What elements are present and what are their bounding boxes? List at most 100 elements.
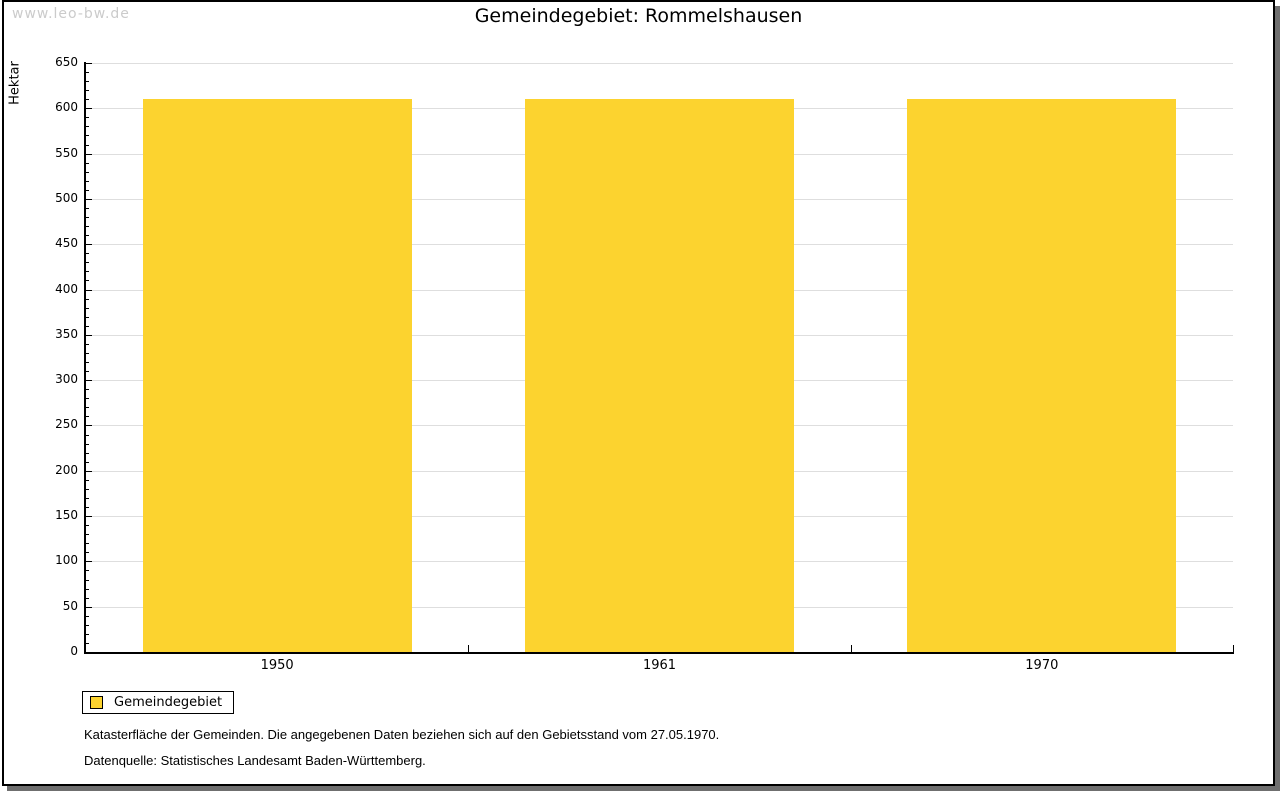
y-major-tick [86, 516, 92, 518]
y-minor-tick [86, 226, 89, 228]
y-minor-tick [86, 633, 89, 635]
y-minor-tick [86, 189, 89, 191]
x-tick [1233, 645, 1234, 652]
y-minor-tick [86, 72, 89, 74]
y-major-tick [86, 198, 92, 200]
y-minor-tick [86, 90, 89, 92]
x-category-label: 1961 [642, 658, 677, 673]
y-minor-tick [86, 81, 89, 83]
y-major-tick [86, 108, 92, 110]
y-minor-tick [86, 262, 89, 264]
y-major-tick [86, 425, 92, 427]
y-minor-tick [86, 407, 89, 409]
y-minor-tick [86, 642, 89, 644]
y-minor-tick [86, 615, 89, 617]
y-axis-title: Hektar [7, 61, 23, 105]
y-minor-tick [86, 253, 89, 255]
y-minor-tick [86, 99, 89, 101]
y-minor-tick [86, 488, 89, 490]
x-tick [468, 645, 470, 652]
y-major-tick [86, 380, 92, 382]
y-tick-label: 50 [62, 598, 78, 613]
y-minor-tick [86, 217, 89, 219]
y-minor-tick [86, 316, 89, 318]
y-minor-tick [86, 570, 89, 572]
watermark: www.leo-bw.de [12, 6, 130, 22]
legend-swatch-gemeindegebiet [90, 696, 103, 709]
y-minor-tick [86, 443, 89, 445]
y-minor-tick [86, 117, 89, 119]
y-major-tick [86, 63, 92, 64]
y-minor-tick [86, 597, 89, 599]
y-minor-tick [86, 280, 89, 282]
y-minor-tick [86, 171, 89, 173]
y-minor-tick [86, 461, 89, 463]
x-tick [850, 645, 852, 652]
y-minor-tick [86, 126, 89, 128]
bar-1961 [525, 99, 794, 652]
y-minor-tick [86, 389, 89, 391]
y-minor-tick [86, 479, 89, 481]
y-minor-tick [86, 452, 89, 454]
y-minor-tick [86, 271, 89, 273]
y-major-tick [86, 652, 92, 653]
y-tick-label: 250 [55, 417, 78, 432]
y-tick-label: 0 [70, 644, 78, 658]
y-minor-tick [86, 162, 89, 164]
y-minor-tick [86, 552, 89, 554]
y-minor-tick [86, 398, 89, 400]
y-minor-tick [86, 579, 89, 581]
y-minor-tick [86, 525, 89, 527]
y-tick-label: 100 [55, 553, 78, 568]
y-tick-label: 350 [55, 326, 78, 341]
y-major-tick [86, 289, 92, 291]
y-minor-tick [86, 325, 89, 327]
bar-1950 [142, 99, 412, 652]
y-minor-tick [86, 371, 89, 373]
y-gridline [86, 63, 1233, 64]
y-tick-label: 450 [55, 236, 78, 251]
y-minor-tick [86, 624, 89, 626]
y-minor-tick [86, 534, 89, 536]
y-tick-label: 200 [55, 462, 78, 477]
y-minor-tick [86, 144, 89, 146]
y-major-tick [86, 334, 92, 336]
y-minor-tick [86, 343, 89, 345]
y-minor-tick [86, 497, 89, 499]
x-category-label: 1950 [260, 658, 294, 673]
y-minor-tick [86, 207, 89, 209]
y-minor-tick [86, 135, 89, 137]
y-minor-tick [86, 543, 89, 545]
bar-1970 [907, 99, 1177, 652]
x-category-label: 1970 [1025, 658, 1059, 673]
y-tick-label: 300 [55, 372, 78, 387]
y-minor-tick [86, 588, 89, 590]
y-minor-tick [86, 180, 89, 182]
y-minor-tick [86, 352, 89, 354]
y-tick-label: 600 [55, 100, 78, 115]
y-minor-tick [86, 434, 89, 436]
y-minor-tick [86, 235, 89, 237]
y-tick-label: 150 [55, 508, 78, 523]
legend: Gemeindegebiet [82, 691, 235, 714]
y-axis-line [84, 62, 86, 654]
y-minor-tick [86, 362, 89, 364]
y-major-tick [86, 606, 92, 608]
footnote-description: Katasterfläche der Gemeinden. Die angege… [84, 727, 720, 742]
y-minor-tick [86, 507, 89, 508]
y-minor-tick [86, 298, 89, 300]
y-minor-tick [86, 307, 89, 309]
y-major-tick [86, 561, 92, 563]
y-major-tick [86, 244, 92, 246]
y-major-tick [86, 153, 92, 155]
y-tick-label: 550 [55, 145, 78, 160]
y-major-tick [86, 470, 92, 472]
footnote-source: Datenquelle: Statistisches Landesamt Bad… [84, 753, 426, 768]
legend-label: Gemeindegebiet [114, 695, 223, 710]
chart-title: Gemeindegebiet: Rommelshausen [474, 5, 803, 27]
y-tick-label: 400 [55, 281, 78, 296]
y-minor-tick [86, 416, 89, 418]
x-axis-line [84, 652, 1234, 654]
